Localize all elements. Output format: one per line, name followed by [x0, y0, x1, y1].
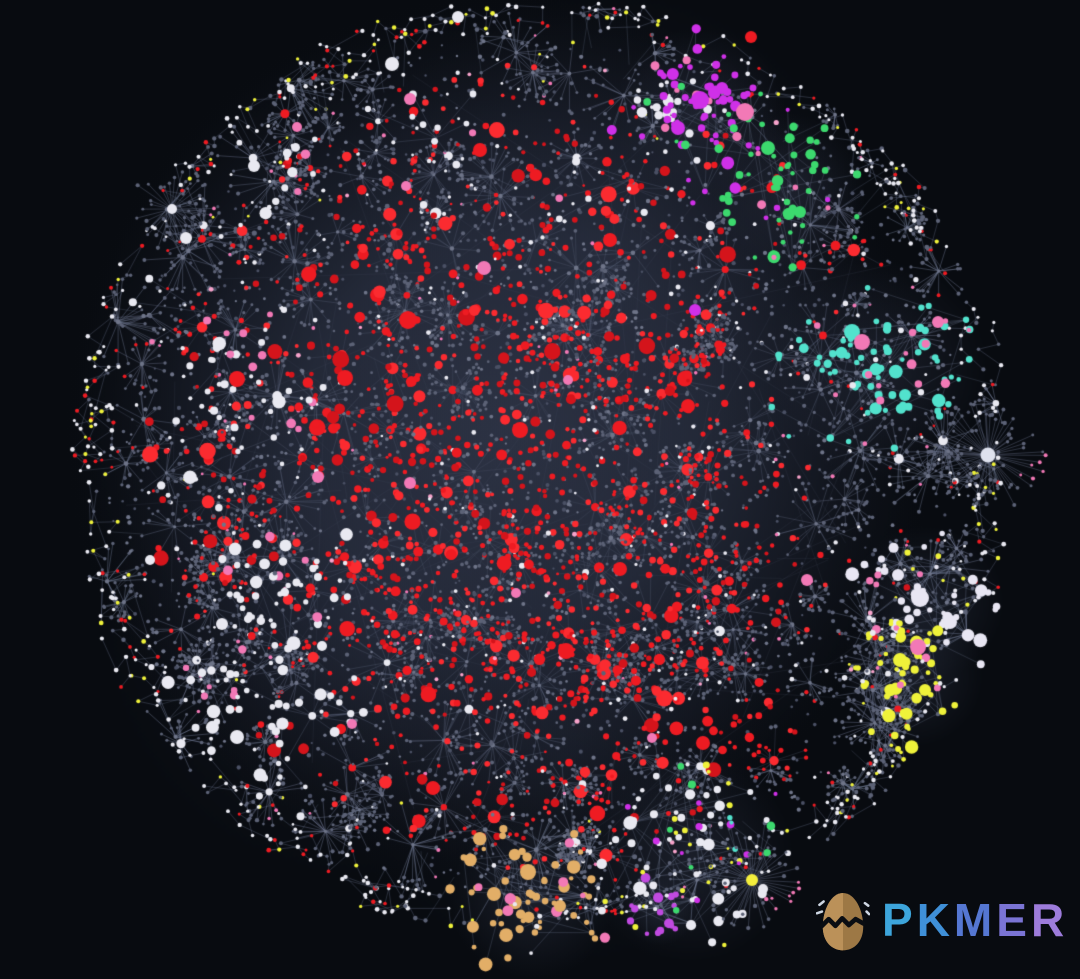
egg-spark-dashes: [816, 900, 870, 916]
brand-text: PKMER: [882, 894, 1069, 946]
pkmer-logo: PKMER: [816, 888, 1068, 952]
egg-crack: [819, 916, 866, 929]
egg-logo-icon: [816, 893, 870, 951]
